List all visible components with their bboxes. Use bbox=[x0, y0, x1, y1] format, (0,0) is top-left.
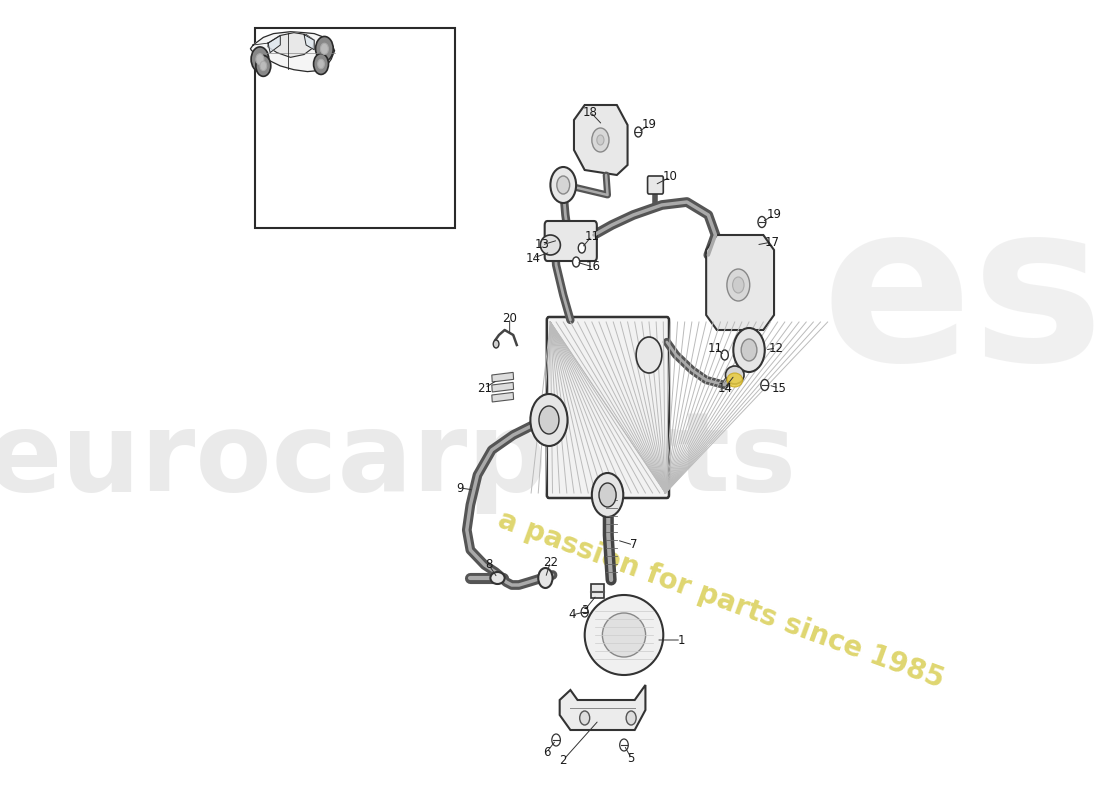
Polygon shape bbox=[706, 235, 774, 330]
Circle shape bbox=[314, 54, 329, 74]
Text: eurocarparts: eurocarparts bbox=[0, 406, 796, 514]
Circle shape bbox=[572, 257, 580, 267]
Text: a passion for parts since 1985: a passion for parts since 1985 bbox=[494, 506, 947, 694]
Bar bbox=[492, 382, 514, 392]
FancyBboxPatch shape bbox=[547, 317, 669, 498]
Circle shape bbox=[722, 350, 728, 360]
Circle shape bbox=[579, 243, 585, 253]
Polygon shape bbox=[304, 34, 315, 50]
Text: 8: 8 bbox=[485, 558, 493, 571]
Circle shape bbox=[251, 47, 268, 72]
Text: 19: 19 bbox=[767, 209, 781, 222]
Ellipse shape bbox=[540, 235, 560, 255]
Text: 11: 11 bbox=[584, 230, 600, 242]
Bar bbox=[492, 392, 514, 402]
Circle shape bbox=[636, 337, 662, 373]
Text: 3: 3 bbox=[581, 603, 589, 617]
Polygon shape bbox=[268, 33, 315, 58]
Circle shape bbox=[530, 394, 568, 446]
Circle shape bbox=[727, 269, 750, 301]
Ellipse shape bbox=[727, 373, 742, 387]
Ellipse shape bbox=[491, 572, 505, 584]
Text: 10: 10 bbox=[663, 170, 678, 183]
Text: 1: 1 bbox=[678, 634, 685, 646]
Polygon shape bbox=[560, 685, 646, 730]
Circle shape bbox=[316, 37, 333, 61]
Text: 14: 14 bbox=[526, 251, 541, 265]
Circle shape bbox=[539, 406, 559, 434]
Circle shape bbox=[619, 739, 628, 751]
Circle shape bbox=[597, 135, 604, 145]
Circle shape bbox=[557, 176, 570, 194]
Polygon shape bbox=[251, 32, 334, 72]
Circle shape bbox=[260, 61, 266, 70]
Circle shape bbox=[592, 473, 624, 517]
Circle shape bbox=[256, 55, 271, 76]
Bar bbox=[591, 584, 604, 598]
Circle shape bbox=[635, 127, 642, 137]
Text: 19: 19 bbox=[641, 118, 657, 131]
Text: 22: 22 bbox=[543, 555, 558, 569]
Circle shape bbox=[592, 128, 609, 152]
Text: 7: 7 bbox=[629, 538, 637, 551]
Bar bbox=[492, 372, 514, 382]
Circle shape bbox=[626, 711, 636, 725]
Circle shape bbox=[580, 711, 590, 725]
Text: 13: 13 bbox=[535, 238, 549, 251]
Text: 9: 9 bbox=[456, 482, 464, 494]
Text: 18: 18 bbox=[583, 106, 597, 118]
Text: 16: 16 bbox=[586, 261, 601, 274]
Circle shape bbox=[493, 340, 499, 348]
Circle shape bbox=[734, 328, 764, 372]
Text: 4: 4 bbox=[568, 609, 575, 622]
Text: 17: 17 bbox=[764, 235, 780, 249]
Circle shape bbox=[761, 379, 769, 390]
Text: 6: 6 bbox=[543, 746, 551, 758]
Text: 5: 5 bbox=[627, 751, 635, 765]
Text: 2: 2 bbox=[560, 754, 566, 766]
Text: 11: 11 bbox=[707, 342, 723, 354]
Bar bbox=[254, 28, 454, 228]
Polygon shape bbox=[574, 105, 628, 175]
Text: 21: 21 bbox=[477, 382, 492, 394]
Text: 14: 14 bbox=[717, 382, 733, 394]
Polygon shape bbox=[268, 35, 280, 53]
Circle shape bbox=[550, 167, 576, 203]
Ellipse shape bbox=[726, 366, 744, 384]
Ellipse shape bbox=[603, 613, 646, 657]
Circle shape bbox=[538, 568, 552, 588]
FancyBboxPatch shape bbox=[544, 221, 597, 261]
FancyBboxPatch shape bbox=[648, 176, 663, 194]
Circle shape bbox=[320, 43, 329, 54]
Circle shape bbox=[733, 277, 744, 293]
Text: 15: 15 bbox=[771, 382, 786, 394]
Text: es: es bbox=[822, 193, 1100, 407]
Circle shape bbox=[552, 734, 560, 746]
Circle shape bbox=[758, 217, 766, 227]
Circle shape bbox=[581, 607, 589, 617]
Text: 20: 20 bbox=[503, 311, 517, 325]
Circle shape bbox=[741, 339, 757, 361]
Text: 12: 12 bbox=[769, 342, 783, 354]
Circle shape bbox=[600, 483, 616, 507]
Ellipse shape bbox=[585, 595, 663, 675]
Circle shape bbox=[318, 59, 324, 69]
Circle shape bbox=[256, 54, 264, 65]
